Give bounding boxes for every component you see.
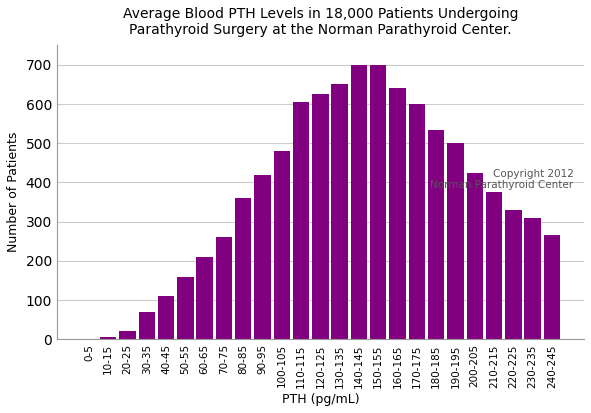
Bar bbox=[505, 210, 521, 339]
Bar bbox=[293, 102, 309, 339]
Bar bbox=[274, 151, 290, 339]
Bar bbox=[100, 337, 116, 339]
Bar bbox=[370, 65, 387, 339]
Bar bbox=[428, 130, 444, 339]
Bar bbox=[486, 192, 502, 339]
Bar bbox=[312, 94, 329, 339]
Bar bbox=[389, 88, 406, 339]
Bar bbox=[524, 218, 541, 339]
Text: Copyright 2012
Norman Parathyroid Center: Copyright 2012 Norman Parathyroid Center bbox=[430, 169, 573, 190]
Bar bbox=[351, 65, 367, 339]
Y-axis label: Number of Patients: Number of Patients bbox=[7, 132, 20, 252]
Bar bbox=[177, 277, 194, 339]
Title: Average Blood PTH Levels in 18,000 Patients Undergoing
Parathyroid Surgery at th: Average Blood PTH Levels in 18,000 Patie… bbox=[123, 7, 518, 37]
Bar bbox=[119, 331, 136, 339]
X-axis label: PTH (pg/mL): PTH (pg/mL) bbox=[281, 393, 359, 406]
Bar bbox=[158, 296, 174, 339]
Bar bbox=[254, 175, 271, 339]
Bar bbox=[216, 237, 232, 339]
Bar bbox=[408, 104, 425, 339]
Bar bbox=[544, 235, 560, 339]
Bar bbox=[447, 143, 463, 339]
Bar bbox=[138, 312, 155, 339]
Bar bbox=[235, 198, 251, 339]
Bar bbox=[196, 257, 213, 339]
Bar bbox=[466, 173, 483, 339]
Bar bbox=[332, 84, 348, 339]
